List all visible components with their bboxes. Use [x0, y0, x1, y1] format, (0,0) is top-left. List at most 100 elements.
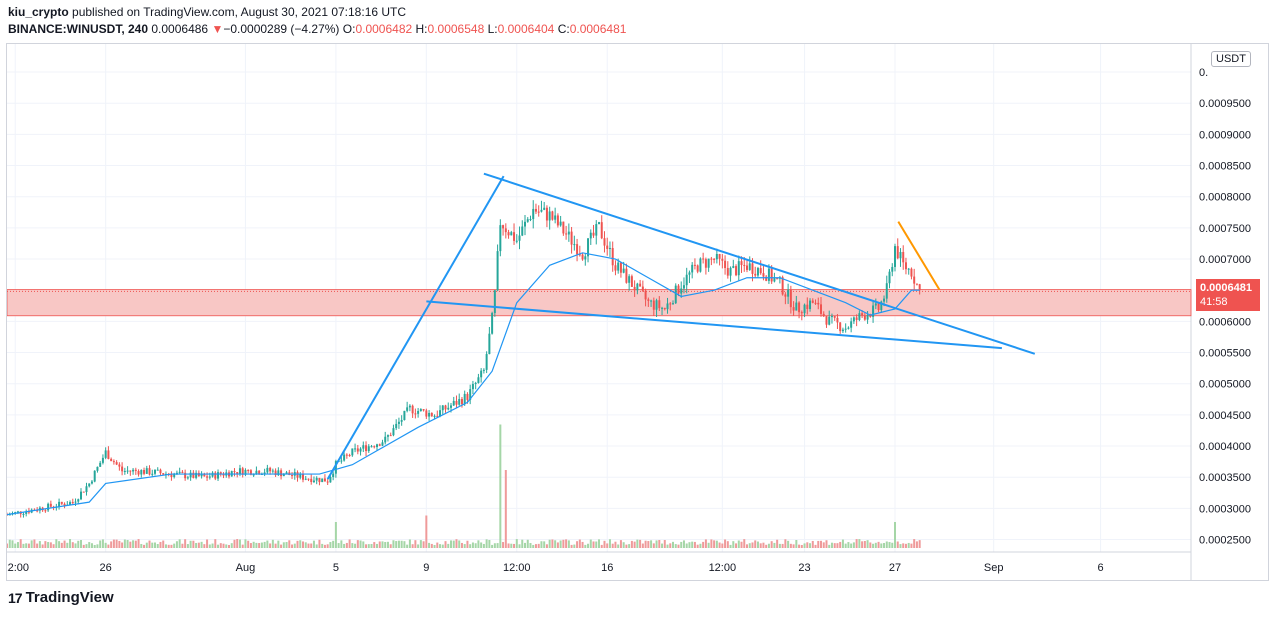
volume-bar [228, 544, 230, 548]
volume-bar [491, 544, 494, 548]
candle-body [14, 512, 17, 514]
candle-body [471, 384, 474, 390]
volume-bar [513, 543, 516, 548]
candle-body [787, 289, 790, 297]
volume-bar [299, 540, 302, 548]
volume-bar [247, 540, 250, 548]
volume-bar [633, 541, 636, 548]
volume-bar [795, 539, 798, 548]
volume-bar [655, 540, 658, 548]
candle-body [436, 415, 439, 417]
volume-bar [652, 543, 655, 548]
volume-bar [904, 543, 907, 548]
candle-body [266, 467, 269, 473]
y-tick-label: 0.0008500 [1199, 161, 1251, 173]
candle-body [326, 481, 329, 483]
volume-bar [266, 540, 269, 548]
volume-bar [258, 543, 261, 548]
volume-bar [847, 542, 850, 548]
brand-name: TradingView [25, 589, 114, 606]
volume-bar [192, 540, 195, 548]
candle-body [236, 472, 239, 474]
volume-bar [685, 543, 688, 548]
author-name[interactable]: kiu_crypto [8, 5, 69, 19]
volume-bar [833, 543, 836, 548]
candle-body [378, 444, 381, 446]
volume-bar [885, 541, 888, 548]
volume-bar [866, 540, 869, 548]
candlestick-chart[interactable]: 0. 0.0009500 0.0009000 0.0008500 0.0008000 0.… [7, 44, 1268, 580]
candle-body [669, 303, 672, 305]
tradingview-logo[interactable]: 17 TradingView [8, 589, 114, 606]
candle-body [650, 300, 653, 302]
chart-frame[interactable]: 0. 0.0009500 0.0009000 0.0008500 0.0008000 0.… [6, 43, 1269, 581]
candle-body [460, 399, 463, 405]
volume-bar [269, 543, 272, 548]
candle-body [606, 245, 609, 249]
candle-body [504, 228, 507, 233]
candle-body [748, 263, 751, 270]
volume-bar [307, 543, 310, 548]
volume-bar [521, 539, 524, 548]
candle-body [770, 268, 773, 282]
volume-bar [630, 540, 633, 548]
candle-body [630, 276, 633, 287]
volume-bar [126, 540, 129, 548]
candle-body [611, 248, 614, 266]
candle-body [206, 476, 209, 478]
candle-body [891, 266, 894, 272]
volume-bar [776, 539, 779, 548]
volume-bar [718, 542, 721, 548]
volume-bar [27, 543, 30, 548]
volume-bar [422, 541, 425, 548]
candle-body [904, 262, 907, 270]
ohlc-legend: BINANCE:WINUSDT, 240 0.0006486 ▼−0.00002… [8, 22, 626, 36]
candle-body [850, 321, 853, 328]
volume-bar [175, 541, 178, 548]
low-value: 0.0006404 [497, 22, 555, 36]
volume-bar [310, 543, 313, 548]
candle-body [639, 283, 642, 287]
candle-body [915, 283, 918, 285]
volume-bar [52, 544, 55, 548]
candle-body [252, 474, 255, 476]
volume-bar [499, 424, 502, 548]
candle-body [189, 472, 192, 478]
candle-body [548, 211, 551, 221]
y-tick-label: 0.0005500 [1199, 348, 1251, 360]
publish-info: kiu_crypto published on TradingView.com,… [8, 5, 406, 19]
candle-body [143, 469, 146, 474]
volume-bar [598, 539, 600, 548]
volume-bar [348, 539, 351, 548]
volume-bar [293, 543, 296, 548]
volume-bar [291, 544, 294, 548]
candle-body [713, 258, 716, 260]
candle-body [384, 436, 387, 443]
candle-body [148, 468, 151, 475]
volume-bar [69, 539, 72, 548]
volume-bar [93, 544, 96, 548]
candle-body [274, 470, 277, 476]
volume-bar [88, 542, 91, 548]
y-tick-label: 0. [1199, 67, 1208, 79]
candle-body [652, 300, 655, 310]
candle-body [307, 478, 310, 480]
volume-bar [411, 544, 414, 548]
currency-badge[interactable]: USDT [1211, 51, 1251, 67]
volume-bar [260, 542, 263, 548]
candle-body [370, 446, 373, 448]
volume-bar [118, 540, 121, 548]
candle-body [491, 313, 494, 334]
volume-bar [315, 544, 318, 548]
candle-body [633, 286, 636, 291]
volume-bar [543, 541, 546, 548]
candle-body [855, 317, 858, 320]
candle-body [828, 316, 831, 325]
volume-bar [285, 542, 288, 548]
candle-body [830, 316, 833, 318]
candle-body [781, 277, 784, 295]
candle-body [403, 410, 406, 421]
orange-trendline [897, 221, 941, 291]
volume-bar [850, 543, 853, 548]
candle-body [96, 466, 99, 471]
